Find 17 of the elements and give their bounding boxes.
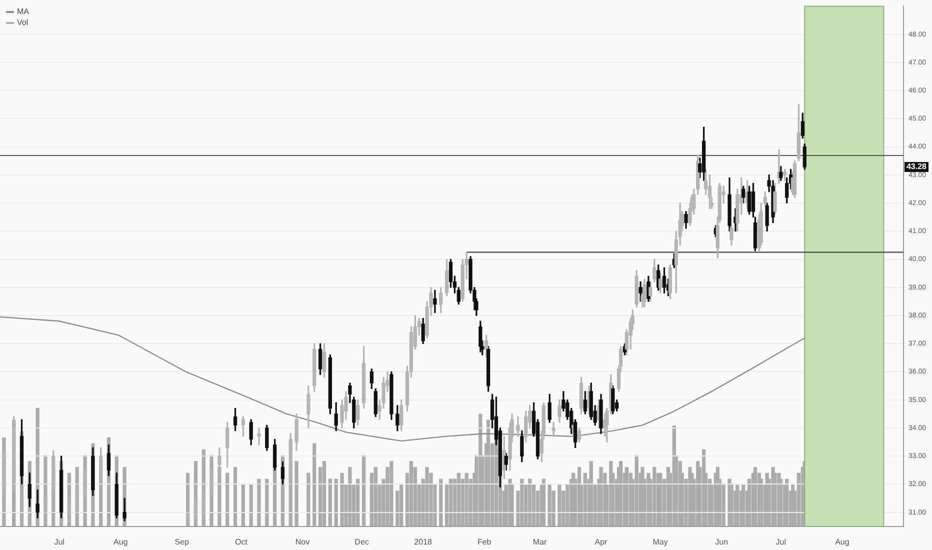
x-tick-label: Oct <box>234 537 248 546</box>
x-tick-label: Jul <box>776 537 786 546</box>
annotation: 43.28 <box>906 162 928 172</box>
x-tick-label: Jun <box>715 537 728 546</box>
x-tick-label: Dec <box>354 537 369 546</box>
x-tick-label: Sep <box>174 537 190 546</box>
x-tick-label: Feb <box>477 537 492 546</box>
legend-label: MA <box>17 6 29 17</box>
legend-label: Vol <box>17 17 28 28</box>
x-tick-label: Mar <box>532 537 547 546</box>
x-tick-label: Nov <box>295 537 310 546</box>
x-tick-label: Aug <box>835 537 850 546</box>
x-tick-label: Aug <box>113 537 128 546</box>
x-tick-label: 2018 <box>414 537 433 546</box>
x-tick-label: Apr <box>594 537 608 546</box>
x-tick-label: Jul <box>54 537 65 546</box>
x-tick-label: May <box>652 537 668 546</box>
